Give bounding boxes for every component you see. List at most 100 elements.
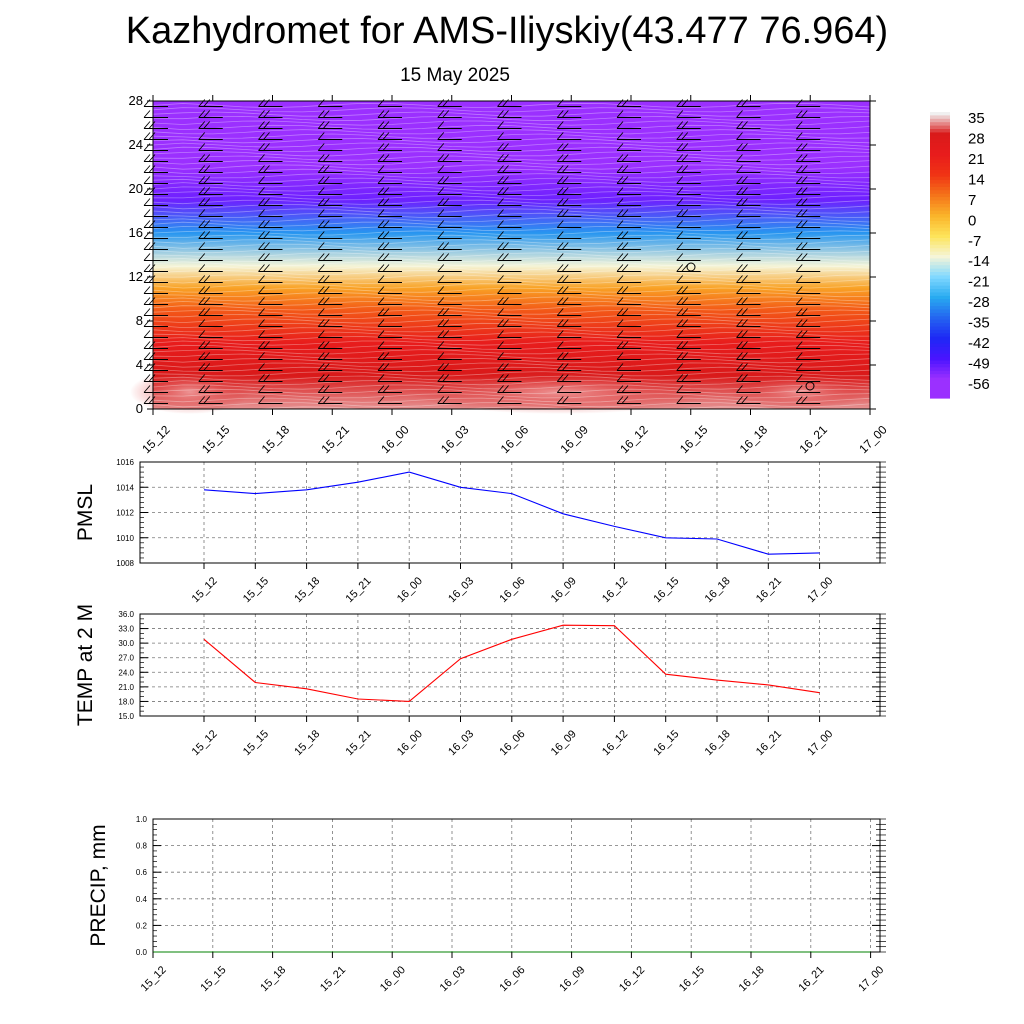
colorbar-swatch xyxy=(930,394,950,399)
colorbar-swatch xyxy=(930,377,950,382)
y-tick-label: 1012 xyxy=(116,509,134,518)
colorbar-swatch xyxy=(930,227,950,232)
x-tick-label: 15_21 xyxy=(318,422,352,456)
y-tick-label: 20 xyxy=(129,181,143,196)
colorbar-swatch xyxy=(930,203,950,208)
colorbar-swatch xyxy=(930,156,950,161)
y-tick-label: 27.0 xyxy=(118,654,134,663)
chart-subtitle: 15 May 2025 xyxy=(400,65,510,86)
y-tick-label: 1010 xyxy=(116,534,134,543)
y-tick-label: 24.0 xyxy=(118,668,134,677)
x-tick-label: 16_03 xyxy=(438,422,472,456)
panel-frame xyxy=(139,613,881,717)
colorbar-label: -28 xyxy=(968,294,990,311)
temperature-panel: 15.0 18.0 21.0 24.0 27.0 30.0 33.0 36.0 15_12 15_… xyxy=(74,604,886,758)
colorbar-swatch xyxy=(930,146,950,151)
colorbar-swatch xyxy=(930,336,950,341)
chart-title: Kazhydromet for AMS-Iliyskiy(43.477 76.9… xyxy=(125,10,889,52)
x-tick-label: 17_00 xyxy=(805,575,835,605)
y-tick-label: 0.0 xyxy=(136,948,148,957)
contour-lines xyxy=(152,102,871,412)
colorbar-swatch xyxy=(930,224,950,229)
colorbar-swatch xyxy=(930,152,950,157)
y-tick-label: 1016 xyxy=(116,458,134,467)
colorbar-swatch xyxy=(930,149,950,154)
series-line xyxy=(203,624,820,702)
x-tick-label: 16_09 xyxy=(557,422,591,456)
x-tick-label: 15_15 xyxy=(198,964,228,994)
x-tick-label: 16_06 xyxy=(497,728,527,758)
colorbar-swatch xyxy=(930,139,950,144)
x-tick-label: 15_21 xyxy=(344,728,374,758)
y-axis-label: PMSL xyxy=(74,484,97,541)
x-tick-label: 16_18 xyxy=(703,728,733,758)
colorbar-swatch xyxy=(930,176,950,181)
x-tick-label: 16_09 xyxy=(557,964,587,994)
colorbar-label: -49 xyxy=(968,355,990,372)
colorbar-swatch xyxy=(930,166,950,171)
x-tick-label: 16_03 xyxy=(446,728,476,758)
x-tick-label: 16_15 xyxy=(677,422,711,456)
colorbar-label: 14 xyxy=(968,172,985,189)
colorbar-swatch xyxy=(930,272,950,277)
colorbar-swatch xyxy=(930,346,950,351)
colorbar-swatch xyxy=(930,217,950,222)
colorbar-swatch xyxy=(930,234,950,239)
x-tick-label: 16_15 xyxy=(651,728,681,758)
series-line xyxy=(203,471,820,555)
colorbar-label: -7 xyxy=(968,233,981,250)
y-tick-label: 12 xyxy=(129,269,143,284)
x-tick-label: 15_18 xyxy=(258,964,288,994)
x-tick-label: 16_06 xyxy=(497,964,527,994)
colorbar-swatch xyxy=(930,309,950,314)
x-tick-label: 15_15 xyxy=(241,728,271,758)
colorbar-swatch xyxy=(930,251,950,256)
colorbar-swatch xyxy=(930,319,950,324)
colorbar-swatch xyxy=(930,268,950,273)
x-tick-label: 16_18 xyxy=(703,575,733,605)
x-tick-label: 15_12 xyxy=(139,422,173,456)
colorbar-swatch xyxy=(930,380,950,385)
colorbar-swatch xyxy=(930,200,950,205)
x-tick-label: 16_15 xyxy=(651,575,681,605)
colorbar-swatch xyxy=(930,350,950,355)
colorbar-swatch xyxy=(930,306,950,311)
y-tick-label: 28 xyxy=(129,93,143,108)
x-tick-label: 15_21 xyxy=(318,964,348,994)
panel-frame xyxy=(139,461,881,564)
y-tick-label: 33.0 xyxy=(118,625,134,634)
colorbar-swatch xyxy=(930,258,950,263)
colorbar-swatch xyxy=(930,289,950,294)
y-tick-label: 1.0 xyxy=(136,815,148,824)
colorbar-swatch xyxy=(930,159,950,164)
x-tick-label: 15_21 xyxy=(344,575,374,605)
y-tick-label: 0.2 xyxy=(136,921,148,930)
colorbar-swatch xyxy=(930,214,950,219)
x-tick-label: 16_21 xyxy=(754,728,784,758)
colorbar-swatch xyxy=(930,135,950,140)
x-tick-label: 16_21 xyxy=(796,422,830,456)
x-tick-label: 17_00 xyxy=(805,728,835,758)
colorbar-swatch xyxy=(930,193,950,198)
colorbar-swatch xyxy=(930,244,950,249)
x-tick-label: 16_15 xyxy=(677,964,707,994)
colorbar-swatch xyxy=(930,340,950,345)
y-tick-label: 1014 xyxy=(116,483,134,492)
y-tick-label: 36.0 xyxy=(118,610,134,619)
colorbar-swatch xyxy=(930,241,950,246)
colorbar-label: -35 xyxy=(968,315,990,332)
colorbar-swatch xyxy=(930,163,950,168)
colorbar-swatch xyxy=(930,387,950,392)
colorbar-swatch xyxy=(930,374,950,379)
colorbar-swatch xyxy=(930,333,950,338)
x-tick-label: 16_00 xyxy=(378,422,412,456)
calm-wind-marker xyxy=(805,381,815,391)
x-tick-label: 16_06 xyxy=(498,422,532,456)
colorbar-label: -21 xyxy=(968,274,990,291)
colorbar-label: 28 xyxy=(968,131,985,148)
x-tick-label: 16_18 xyxy=(737,422,771,456)
y-tick-label: 15.0 xyxy=(118,712,134,721)
x-tick-label: 16_09 xyxy=(549,728,579,758)
colorbar-swatch xyxy=(930,329,950,334)
